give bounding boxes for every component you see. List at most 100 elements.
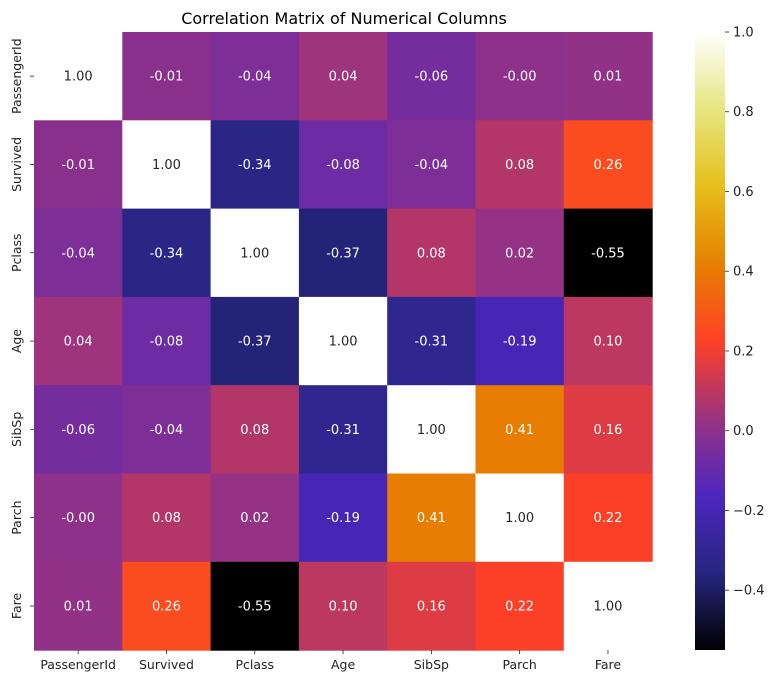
heatmap-cell [122, 208, 212, 298]
cell-value-label: -0.08 [326, 158, 360, 173]
heatmap-cell [122, 32, 212, 121]
chart-title: Correlation Matrix of Numerical Columns [181, 9, 507, 28]
heatmap-cell [298, 120, 388, 210]
heatmap-cell [34, 473, 123, 563]
heatmap-cell [563, 120, 653, 210]
cell-value-label: -0.01 [61, 158, 95, 173]
x-tick-label: Age [331, 657, 355, 672]
x-tick-label: Pclass [235, 657, 274, 672]
heatmap-cell [34, 385, 123, 475]
heatmap-cell [122, 561, 212, 651]
x-tick-label: Parch [503, 657, 537, 672]
cell-value-label: -0.37 [326, 246, 360, 261]
colorbar-tick-label: 0.4 [733, 265, 754, 280]
heatmap-cell [475, 473, 565, 563]
heatmap-cell [122, 296, 212, 386]
cell-value-label: 1.00 [64, 70, 93, 85]
heatmap-cell [298, 208, 388, 298]
x-tick-label: SibSp [414, 657, 449, 672]
cell-value-label: -0.04 [61, 246, 95, 261]
heatmap-cell [210, 120, 300, 210]
cell-value-label: -0.31 [415, 335, 449, 350]
heatmap-cell [34, 32, 123, 121]
heatmap-cell [210, 385, 300, 475]
heatmap-cell [387, 32, 477, 121]
heatmap-cell [387, 385, 477, 475]
cell-value-label: 0.22 [505, 599, 534, 614]
colorbar-tick-label: 0.8 [733, 105, 754, 120]
cell-value-label: -0.04 [150, 423, 184, 438]
cell-value-label: 0.08 [240, 423, 269, 438]
heatmap-cell [387, 561, 477, 651]
cell-value-label: 1.00 [152, 158, 181, 173]
cell-value-label: -0.06 [61, 423, 95, 438]
heatmap-cell [298, 385, 388, 475]
heatmap-cell [563, 561, 653, 651]
colorbar-tick-label: −0.4 [733, 584, 765, 599]
cell-value-label: 0.10 [593, 335, 622, 350]
colorbar-gradient [695, 32, 725, 650]
heatmap-cell [563, 208, 653, 298]
y-tick-label: Age [9, 329, 24, 353]
heatmap-cell [122, 120, 212, 210]
x-axis: PassengerId Survived Pclass Age SibSp Parch Fa… [40, 650, 621, 672]
heatmap-cell [475, 32, 565, 121]
cell-value-label: -0.55 [238, 599, 272, 614]
heatmap-cell [475, 385, 565, 475]
heatmap-cell [210, 32, 300, 121]
y-tick-label: SibSp [9, 412, 24, 447]
heatmap-cell [387, 473, 477, 563]
y-tick-label: Survived [9, 137, 24, 192]
cell-value-label: 0.08 [505, 158, 534, 173]
y-tick-label: Pclass [9, 233, 24, 272]
cell-value-label: 1.00 [505, 511, 534, 526]
cell-value-label: -0.01 [150, 70, 184, 85]
heatmap-cell [34, 120, 123, 210]
cell-value-label: 0.01 [593, 70, 622, 85]
colorbar-tick-label: 0.2 [733, 344, 754, 359]
colorbar-tick-label: 1.0 [733, 26, 754, 41]
cell-value-label: 0.16 [593, 423, 622, 438]
cell-value-label: 1.00 [329, 335, 358, 350]
heatmap-cell [387, 120, 477, 210]
heatmap-cell [34, 296, 123, 386]
cell-value-label: 0.08 [152, 511, 181, 526]
heatmap-cell [122, 385, 212, 475]
cell-value-label: 1.00 [417, 423, 446, 438]
cell-value-label: 0.41 [505, 423, 534, 438]
heatmap-cell [298, 473, 388, 563]
heatmap-cell [34, 561, 123, 651]
heatmap-cell [298, 561, 388, 651]
heatmap-cell [387, 296, 477, 386]
heatmap-cell [563, 385, 653, 475]
cell-value-label: -0.37 [238, 335, 272, 350]
cell-value-label: 0.26 [593, 158, 622, 173]
cell-value-label: -0.19 [326, 511, 360, 526]
cell-value-label: 0.04 [329, 70, 358, 85]
cell-value-label: 0.16 [417, 599, 446, 614]
x-tick-label: PassengerId [40, 657, 116, 672]
y-tick-label: Parch [9, 501, 24, 535]
heatmap-cell [475, 561, 565, 651]
heatmap-cell [298, 32, 388, 121]
x-tick-label: Fare [595, 657, 622, 672]
cell-value-label: -0.19 [503, 335, 537, 350]
colorbar-tick-label: −0.2 [733, 504, 765, 519]
heatmap-cell [210, 561, 300, 651]
heatmap-cell [387, 208, 477, 298]
cell-value-label: 0.04 [64, 335, 93, 350]
cell-value-label: -0.34 [150, 246, 184, 261]
cell-value-label: -0.04 [238, 70, 272, 85]
cell-value-label: 0.26 [152, 599, 181, 614]
heatmap-cell [563, 473, 653, 563]
heatmap-cells: 1.00 -0.01 -0.04 0.04 -0.06 -0.00 0.01 -0.01 1.0… [34, 32, 653, 651]
heatmap-cell [563, 296, 653, 386]
cell-value-label: 0.01 [64, 599, 93, 614]
cell-value-label: -0.00 [503, 70, 537, 85]
heatmap-cell [210, 296, 300, 386]
cell-value-label: -0.00 [61, 511, 95, 526]
colorbar-tick-label: 0.0 [733, 424, 754, 439]
cell-value-label: -0.55 [591, 246, 625, 261]
heatmap-cell [475, 120, 565, 210]
cell-value-label: -0.06 [415, 70, 449, 85]
